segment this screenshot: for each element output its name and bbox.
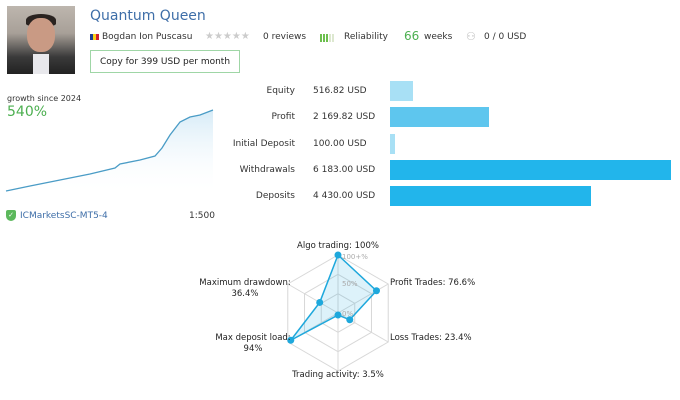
stat-bar — [390, 159, 671, 180]
stat-value: 6 183.00 USD — [313, 164, 376, 175]
stat-label: Profit — [271, 112, 295, 123]
stat-label: Equity — [266, 86, 295, 96]
rating-stars-icon: ★★★★★ — [205, 31, 250, 42]
stat-value: 100.00 USD — [313, 138, 367, 149]
growth-line — [5, 109, 214, 192]
radar-tick-label: 50% — [342, 280, 358, 288]
reliability-bars-icon — [320, 34, 334, 42]
radar-axis-label: Maximum drawdown: — [199, 278, 290, 288]
radar-point — [334, 311, 342, 319]
growth-chart — [5, 109, 214, 195]
growth-area — [6, 110, 213, 195]
radar-point — [346, 316, 354, 324]
radar-axis-label: 36.4% — [231, 289, 258, 299]
stat-label: Withdrawals — [239, 164, 295, 175]
radar-axis-label: 94% — [244, 344, 263, 354]
signal-title[interactable]: Quantum Queen — [90, 8, 206, 24]
radar-axis-label: Algo trading: 100% — [297, 241, 379, 251]
stat-bar — [390, 186, 592, 207]
radar-point — [334, 251, 342, 259]
growth-label: growth since 2024 — [7, 94, 82, 103]
broker-link[interactable]: ICMarketsSC-MT5-4 — [20, 211, 108, 221]
reliability-label: Reliability — [344, 32, 388, 42]
subscribers-value: 0 / 0 USD — [484, 32, 527, 42]
romania-flag-icon — [90, 34, 99, 40]
radar-axis-label: Trading activity: 3.5% — [291, 370, 384, 380]
stat-value: 4 430.00 USD — [313, 191, 376, 202]
copy-button[interactable]: Copy for 399 USD per month — [90, 50, 240, 73]
leverage-value: 1:500 — [189, 211, 215, 221]
verified-shield-icon: ✓ — [6, 210, 16, 221]
radar-axis-label: Profit Trades: 76.6% — [390, 278, 475, 288]
stat-label: Deposits — [255, 191, 295, 202]
subscribers-icon: ⚇ — [466, 30, 476, 43]
author-link[interactable]: Bogdan Ion Puscasu — [102, 32, 193, 42]
weeks-value: 66 — [404, 29, 420, 43]
stat-value: 2 169.82 USD — [313, 112, 376, 123]
stat-bar — [390, 107, 489, 128]
weeks-label: weeks — [424, 32, 453, 42]
radar-axis — [337, 283, 389, 314]
stat-value: 516.82 USD — [313, 86, 367, 96]
radar-axis — [287, 283, 339, 314]
stat-bar — [390, 81, 414, 101]
avatar[interactable] — [7, 6, 75, 74]
reviews-link[interactable]: 0 reviews — [263, 32, 307, 42]
radar-point — [316, 298, 324, 306]
radar-tick-label: 0% — [342, 310, 353, 318]
growth-value: 540% — [7, 104, 48, 120]
radar-axis-label: Max deposit load: — [215, 333, 290, 343]
stat-bar — [390, 133, 395, 154]
stat-label: Initial Deposit — [232, 138, 295, 149]
radar-point — [287, 336, 295, 344]
radar-point — [372, 287, 380, 295]
radar-tick-label: 100+% — [342, 253, 368, 261]
radar-axis-label: Loss Trades: 23.4% — [390, 333, 472, 343]
